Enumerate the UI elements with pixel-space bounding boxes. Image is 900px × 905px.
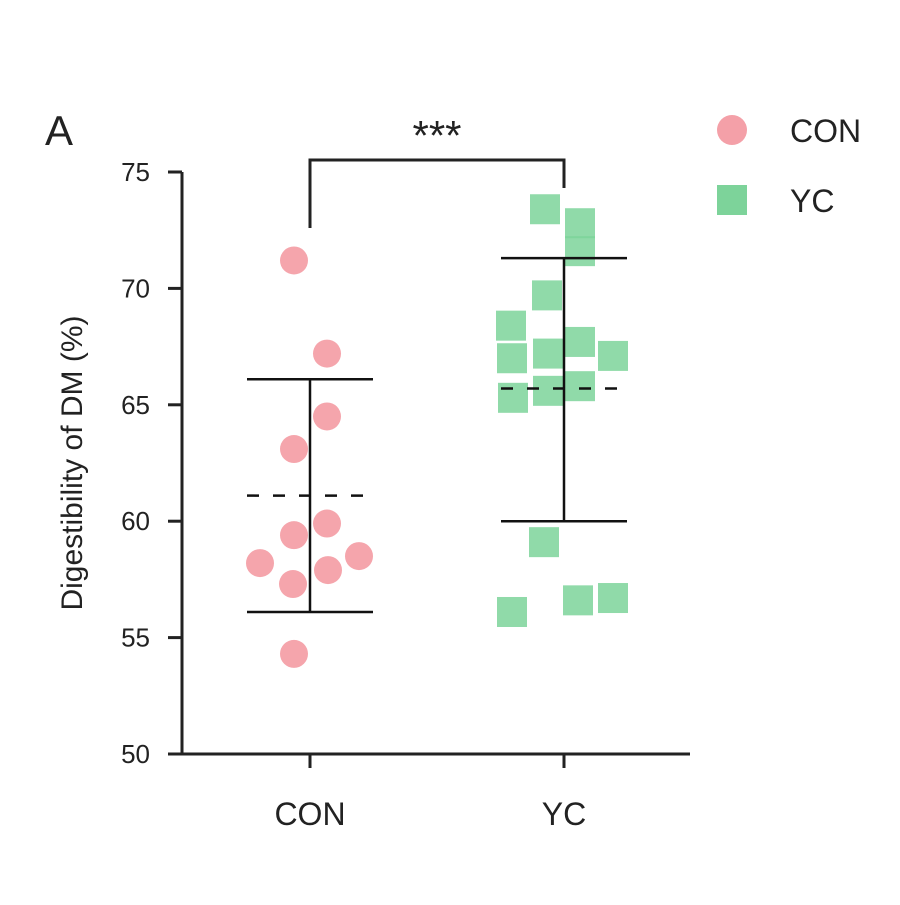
axes: 50 55 60 65 70 75 CON YC xyxy=(121,157,690,832)
legend-label-yc: YC xyxy=(790,183,834,219)
data-point-yc xyxy=(563,585,593,616)
panel-label: A xyxy=(45,107,73,154)
data-point-con xyxy=(246,549,274,578)
data-point-con xyxy=(280,435,308,464)
data-point-yc xyxy=(565,326,595,357)
y-tick-label: 55 xyxy=(121,623,150,653)
data-point-yc xyxy=(533,338,563,369)
y-tick-label: 60 xyxy=(121,506,150,536)
data-point-yc xyxy=(530,194,560,225)
y-tick-label: 75 xyxy=(121,157,150,187)
data-point-yc xyxy=(565,208,595,239)
data-point-yc xyxy=(598,583,628,614)
legend-label-con: CON xyxy=(790,113,861,149)
data-point-yc xyxy=(529,527,559,558)
data-point-con xyxy=(313,339,341,368)
data-point-con xyxy=(280,521,308,550)
data-marks xyxy=(246,194,628,668)
y-tick-label: 50 xyxy=(121,739,150,769)
data-point-con xyxy=(313,509,341,538)
data-point-yc xyxy=(496,310,526,341)
data-point-yc xyxy=(533,375,563,406)
data-point-con xyxy=(279,570,307,599)
y-tick-label: 65 xyxy=(121,390,150,420)
error-bars xyxy=(247,256,627,614)
data-point-con xyxy=(313,402,341,431)
bracket-line xyxy=(308,158,566,228)
y-tick-label: 70 xyxy=(121,273,150,303)
data-point-yc xyxy=(598,340,628,371)
data-point-yc xyxy=(532,280,562,311)
data-point-con xyxy=(280,639,308,668)
significance-label: *** xyxy=(412,112,461,159)
x-tick-label: CON xyxy=(274,796,345,832)
legend-marker-con xyxy=(717,115,747,145)
data-point-yc xyxy=(565,236,595,267)
data-point-con xyxy=(314,556,342,585)
data-point-yc xyxy=(565,371,595,402)
data-point-con xyxy=(280,246,308,275)
legend: CON YC xyxy=(717,113,861,219)
data-point-yc xyxy=(497,343,527,374)
data-point-yc xyxy=(497,596,527,627)
data-point-con xyxy=(345,542,373,571)
y-axis-label: Digestibility of DM (%) xyxy=(56,315,89,610)
significance-bracket: *** xyxy=(308,112,566,228)
x-tick-label: YC xyxy=(542,796,586,832)
legend-marker-yc xyxy=(717,185,747,215)
